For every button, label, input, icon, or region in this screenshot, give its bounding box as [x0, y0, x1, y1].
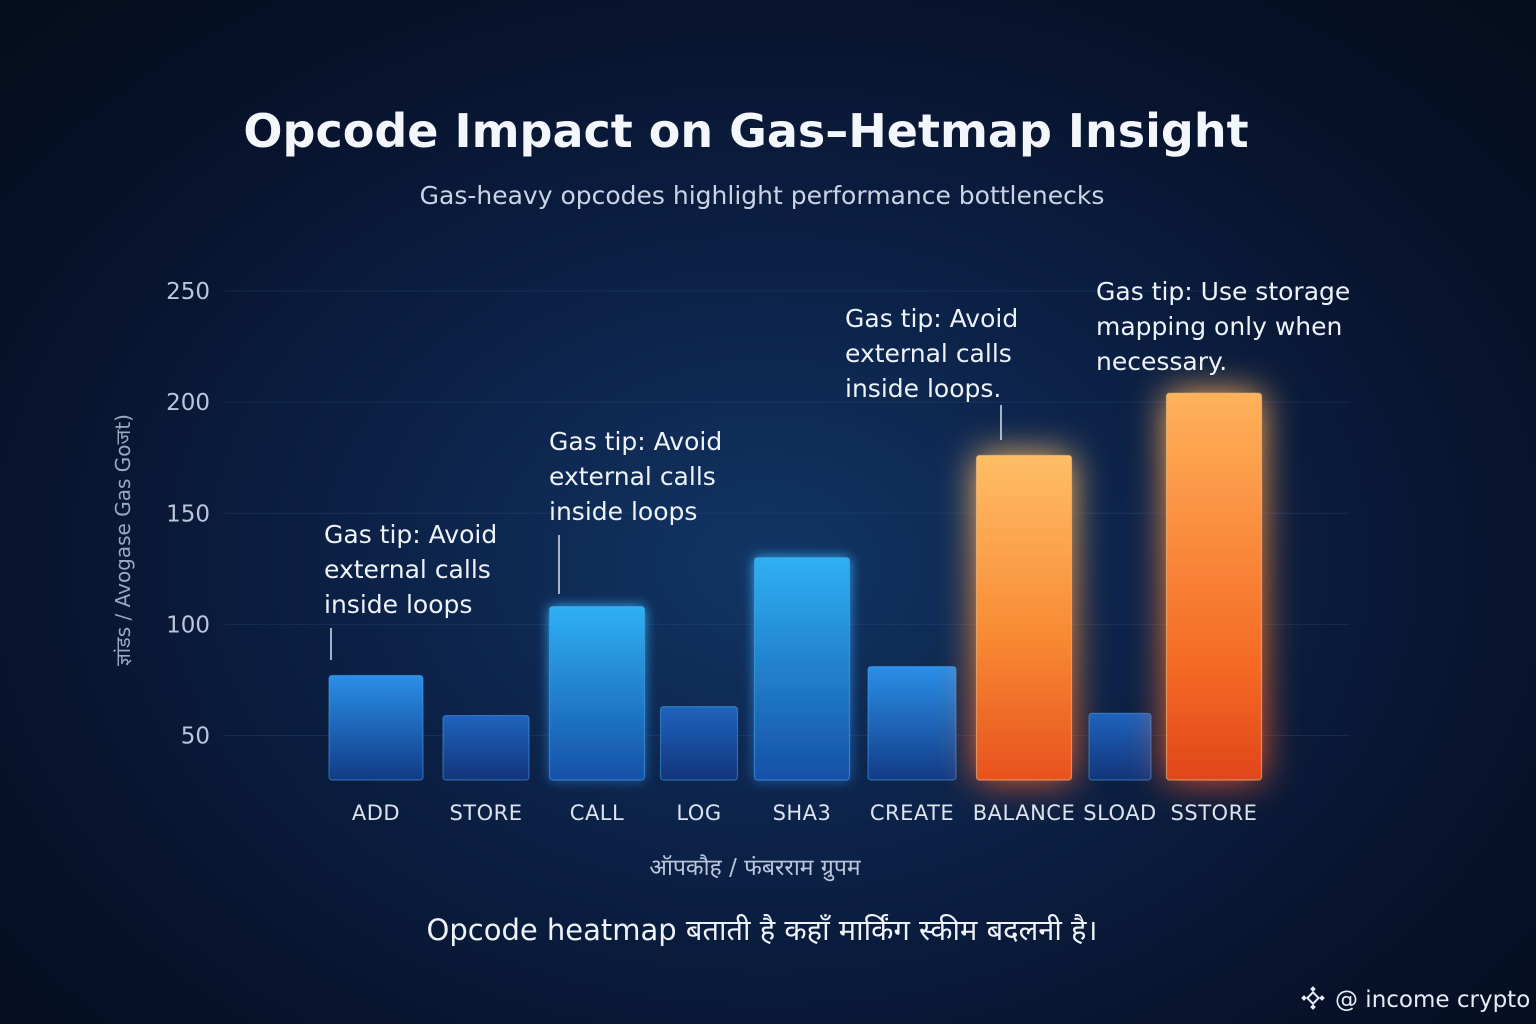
bar-sha3	[753, 557, 851, 781]
annotation-line: Gas tip: Use storage	[1096, 277, 1350, 306]
y-tick-label: 250	[166, 279, 210, 305]
bars	[328, 392, 1263, 781]
annotations: Gas tip: Avoid external calls inside loops…	[324, 277, 1350, 660]
annotation-line: mapping only when	[1096, 312, 1342, 341]
x-axis-categories: ADD STORE CALL LOG SHA3 CREATE BALANCE SLOAD SST…	[352, 801, 1258, 825]
y-axis-label: ज्ञांडs / Avogase Gas Goजt)	[111, 414, 135, 666]
annotation-sstore: Gas tip: Use storage mapping only when nec…	[1096, 277, 1350, 376]
x-tick-label-sstore: SSTORE	[1171, 801, 1258, 825]
x-tick-label-call: CALL	[570, 801, 624, 825]
x-tick-label-balance: BALANCE	[973, 801, 1075, 825]
bar-create	[867, 666, 957, 781]
bar-log	[659, 706, 739, 781]
annotation-line: Gas tip: Avoid	[845, 304, 1018, 333]
binance-logo-icon	[1301, 986, 1325, 1010]
annotation-line: inside loops.	[845, 374, 1001, 403]
x-tick-label-sload: SLOAD	[1083, 801, 1156, 825]
bar-sload	[1088, 712, 1152, 781]
bar-store	[442, 714, 530, 781]
annotation-line: inside loops	[549, 497, 697, 526]
annotation-line: Gas tip: Avoid	[549, 427, 722, 456]
annotation-balance: Gas tip: Avoid external calls inside loops…	[845, 304, 1018, 440]
x-axis-label: ऑपकौह / फंबरराम ग्रुपम	[649, 854, 862, 882]
y-tick-label: 150	[166, 501, 210, 527]
annotation-line: Gas tip: Avoid	[324, 520, 497, 549]
x-tick-label-sha3: SHA3	[773, 801, 832, 825]
y-tick-label: 100	[166, 612, 210, 638]
annotation-line: inside loops	[324, 590, 472, 619]
chart-subtitle: Gas-heavy opcodes highlight performance …	[420, 181, 1105, 210]
x-tick-label-create: CREATE	[870, 801, 954, 825]
y-tick-label: 50	[181, 724, 210, 750]
annotation-line: external calls	[549, 462, 716, 491]
annotation-line: necessary.	[1096, 347, 1227, 376]
caption: Opcode heatmap बताती है कहाँ मार्किंग स्…	[427, 913, 1098, 947]
gridlines	[225, 290, 1350, 737]
annotation-line: external calls	[324, 555, 491, 584]
x-tick-label-store: STORE	[449, 801, 522, 825]
annotation-call: Gas tip: Avoid external calls inside loops	[549, 427, 722, 594]
x-tick-label-log: LOG	[676, 801, 721, 825]
annotation-add: Gas tip: Avoid external calls inside loops	[324, 520, 497, 660]
y-tick-label: 200	[166, 390, 210, 416]
x-tick-label-add: ADD	[352, 801, 400, 825]
y-axis-ticks: 50 100 150 200 250	[166, 279, 210, 750]
bar-call	[548, 606, 646, 781]
chart-title: Opcode Impact on Gas–Hetmap Insight	[243, 104, 1248, 158]
bar-add	[328, 674, 424, 781]
watermark: @ income crypto	[1301, 986, 1530, 1013]
watermark-text: @ income crypto	[1335, 987, 1530, 1013]
bar-sstore	[1165, 392, 1263, 781]
annotation-line: external calls	[845, 339, 1012, 368]
bar-balance	[975, 454, 1073, 781]
